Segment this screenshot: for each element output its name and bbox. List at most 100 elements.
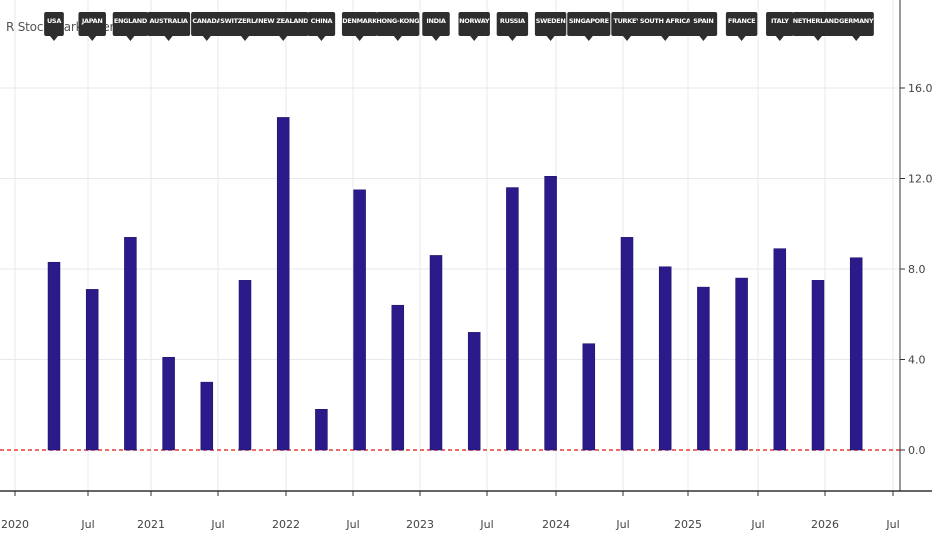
flag-hong-kong[interactable]: HONG-KONG <box>376 12 419 41</box>
bar-england[interactable] <box>124 237 137 451</box>
flag-shape <box>496 12 529 41</box>
flag-spain[interactable]: SPAIN <box>689 12 718 41</box>
x-tick-label: 2024 <box>542 518 570 531</box>
flag-shape <box>725 12 758 41</box>
x-tick-label: 2025 <box>674 518 702 531</box>
axes[interactable]: 16.0 12.0 8.0 4.0 0.0 2020 Jul 2021 Jul 2022 Jul 20… <box>0 0 932 531</box>
flag-label: ITALY <box>771 17 789 25</box>
flag-shape <box>257 12 309 41</box>
flag-label: DENMARK <box>342 17 378 25</box>
bar-germany[interactable] <box>849 257 863 451</box>
bar-singapore[interactable] <box>582 343 596 451</box>
flag-label: JAPAN <box>81 17 103 25</box>
bar-hong-kong[interactable] <box>391 304 405 451</box>
flag-label: HONG-KONG <box>376 17 419 25</box>
flag-label: SWITZERLAND <box>220 17 270 25</box>
bar-canada[interactable] <box>200 381 214 451</box>
bar-japan[interactable] <box>85 289 99 451</box>
flag-label: FRANCE <box>728 17 755 25</box>
flag-shape <box>792 12 844 41</box>
y-tick-label: 16.0 <box>908 82 932 95</box>
bars <box>47 117 863 451</box>
flag-label: USA <box>47 17 61 25</box>
flag-label: SINGAPORE <box>569 17 609 25</box>
flag-shape <box>458 12 490 41</box>
bar-switzerland[interactable] <box>238 280 252 451</box>
flag-england[interactable]: ENGLAND <box>112 12 148 41</box>
flag-label: AUSTRALIA <box>150 17 188 25</box>
flag-label: CHINA <box>311 17 333 25</box>
flag-shape <box>838 12 874 41</box>
flag-label: SOUTH AFRICA <box>640 17 691 25</box>
flag-shape <box>689 12 718 41</box>
bar-new-zealand[interactable] <box>276 117 290 451</box>
x-tick-label: Jul <box>615 518 629 531</box>
flag-switzerland[interactable]: SWITZERLAND <box>219 12 271 41</box>
x-tick-label: 2022 <box>272 518 300 531</box>
flag-label: NORWAY <box>459 17 490 25</box>
bar-usa[interactable] <box>47 261 61 451</box>
flag-label: NETHERLANDS <box>793 17 844 25</box>
flag-singapore[interactable]: SINGAPORE <box>567 12 611 41</box>
flag-denmark[interactable]: DENMARK <box>341 12 379 41</box>
bar-netherlands[interactable] <box>811 280 825 451</box>
bar-italy[interactable] <box>773 248 787 451</box>
flag-shape <box>637 12 693 41</box>
x-tick-label: Jul <box>479 518 493 531</box>
flag-label: GERMANY <box>839 17 874 25</box>
flag-shape <box>422 12 450 41</box>
flag-netherlands[interactable]: NETHERLANDS <box>792 12 844 41</box>
flag-canada[interactable]: CANADA <box>191 12 223 41</box>
bar-turkey[interactable] <box>620 237 634 451</box>
bar-norway[interactable] <box>467 332 481 451</box>
flag-turkey[interactable]: TURKEY <box>611 12 643 41</box>
bar-china[interactable] <box>315 409 328 451</box>
flag-shape <box>611 12 643 41</box>
flag-shape <box>341 12 378 41</box>
flag-usa[interactable]: USA <box>44 12 64 41</box>
flag-italy[interactable]: ITALY <box>766 12 794 41</box>
bar-south-africa[interactable] <box>658 266 672 451</box>
flag-china[interactable]: CHINA <box>307 12 336 41</box>
flag-shape <box>307 12 336 41</box>
flag-shape <box>44 12 64 41</box>
bar-india[interactable] <box>429 255 443 451</box>
flag-label: SPAIN <box>693 17 713 25</box>
x-tick-label: 2021 <box>137 518 165 531</box>
flag-shape <box>567 12 611 41</box>
flag-india[interactable]: INDIA <box>422 12 450 41</box>
flag-south-africa[interactable]: SOUTH AFRICA <box>637 12 693 41</box>
bar-russia[interactable] <box>506 187 519 451</box>
y-tick-label: 12.0 <box>908 173 932 186</box>
x-tick-label: Jul <box>885 518 899 531</box>
flag-label: SWEDEN <box>536 17 566 25</box>
flag-label: CANADA <box>192 17 221 25</box>
flag-japan[interactable]: JAPAN <box>78 12 106 41</box>
x-tick-label: 2020 <box>1 518 29 531</box>
bar-sweden[interactable] <box>544 175 557 451</box>
flag-label: TURKEY <box>613 17 641 25</box>
bar-spain[interactable] <box>697 286 710 451</box>
flag-shape <box>534 12 567 41</box>
flag-france[interactable]: FRANCE <box>725 12 758 41</box>
country-flags: USA JAPAN ENGLAND AUSTRALIA CANADASWITZERLAN… <box>44 12 874 41</box>
bar-france[interactable] <box>735 277 748 451</box>
x-tick-label: Jul <box>210 518 224 531</box>
x-tick-label: Jul <box>345 518 359 531</box>
x-tick-label: Jul <box>80 518 94 531</box>
bar-australia[interactable] <box>162 356 175 451</box>
flag-sweden[interactable]: SWEDEN <box>534 12 567 41</box>
flag-shape <box>78 12 106 41</box>
flag-shape <box>147 12 191 41</box>
flag-germany[interactable]: GERMANY <box>838 12 874 41</box>
flag-russia[interactable]: RUSSIA <box>496 12 529 41</box>
flag-shape <box>219 12 271 41</box>
bar-denmark[interactable] <box>353 189 366 451</box>
flag-new-zealand[interactable]: NEW ZEALAND <box>257 12 309 41</box>
flag-australia[interactable]: AUSTRALIA <box>147 12 191 41</box>
flag-norway[interactable]: NORWAY <box>458 12 490 41</box>
flag-label: NEW ZEALAND <box>258 17 309 25</box>
flag-shape <box>191 12 223 41</box>
x-tick-label: Jul <box>750 518 764 531</box>
